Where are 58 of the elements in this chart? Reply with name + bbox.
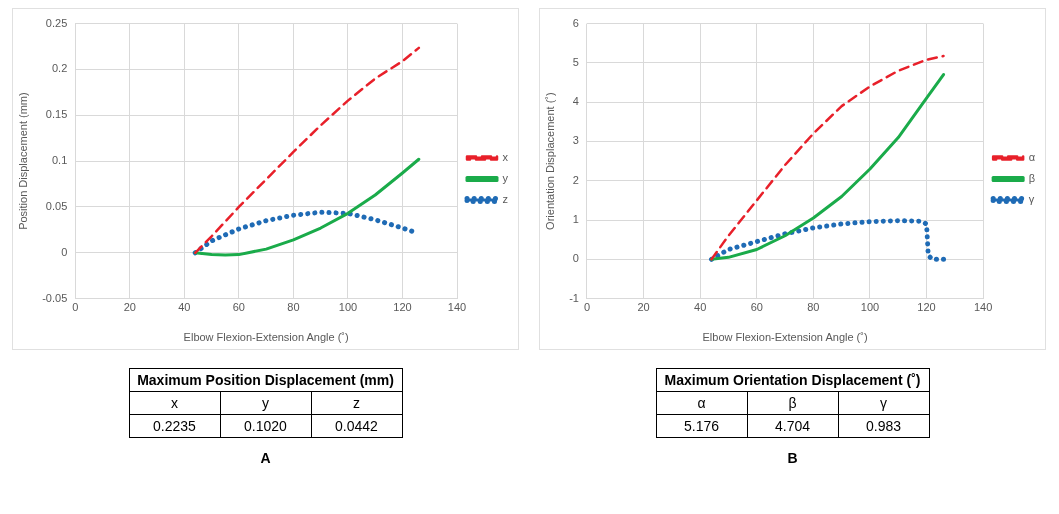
y-tick-label: 1 — [572, 213, 579, 226]
text: y — [220, 391, 311, 415]
text: Maximum Orientation Displacement (˚) — [656, 368, 929, 392]
x-tick-label: 40 — [694, 301, 707, 314]
x-tick-label: 120 — [917, 301, 936, 314]
text: A — [260, 450, 271, 466]
text: β — [747, 391, 838, 415]
y-tick-label: 0.05 — [45, 199, 68, 212]
x-tick-label: 60 — [232, 301, 245, 314]
y-axis-title: Orientation Displacement (˚) — [543, 92, 556, 230]
x-tick-label: 60 — [750, 301, 763, 314]
x-tick-label: 100 — [860, 301, 880, 314]
x-axis-title: Elbow Flexion-Extension Angle (˚) — [702, 331, 868, 344]
text: z — [311, 391, 402, 415]
x-tick-label: 20 — [637, 301, 650, 314]
text: α — [656, 391, 747, 415]
x-tick-label: 20 — [123, 301, 136, 314]
x-tick-label: 100 — [338, 301, 358, 314]
y-tick-label: 0.1 — [51, 154, 68, 167]
x-tick-label: 140 — [447, 301, 467, 314]
text: 0.983 — [838, 414, 929, 438]
y-axis-title: Position Displacement (mm) — [16, 92, 29, 230]
text: 0.1020 — [220, 414, 311, 438]
legend-label: x — [502, 151, 509, 164]
legend-label: γ — [1028, 193, 1035, 206]
x-tick-label: 40 — [178, 301, 191, 314]
y-tick-label: 5 — [572, 55, 579, 68]
y-tick-label: 0.25 — [45, 16, 68, 29]
y-tick-label: 0.2 — [51, 62, 68, 75]
x-tick-label: 0 — [72, 301, 79, 314]
legend-label: z — [502, 193, 508, 206]
x-tick-label: 80 — [287, 301, 300, 314]
text: γ — [838, 391, 929, 415]
x-tick-label: 0 — [583, 301, 591, 314]
text: 0.2235 — [129, 414, 220, 438]
y-tick-label: 0 — [572, 252, 579, 265]
line-series — [193, 46, 421, 255]
x-axis-title: Elbow Flexion-Extension Angle (˚) — [183, 331, 349, 344]
y-tick-label: 0 — [61, 245, 68, 258]
y-tick-label: 2 — [572, 173, 579, 186]
y-tick-label: -1 — [569, 291, 579, 304]
legend-label: β — [1028, 172, 1035, 185]
y-tick-label: 4 — [572, 95, 579, 108]
legend-label: α — [1028, 151, 1036, 164]
x-tick-label: 140 — [973, 301, 993, 314]
text: 5.176 — [656, 414, 747, 438]
y-tick-label: 0.15 — [45, 108, 68, 121]
text: 0.0442 — [311, 414, 402, 438]
x-tick-label: 80 — [807, 301, 820, 314]
y-tick-label: 6 — [572, 16, 579, 29]
text: B — [787, 450, 798, 466]
y-tick-label: -0.05 — [42, 291, 68, 304]
text: x — [129, 391, 220, 415]
y-tick-label: 3 — [572, 134, 579, 147]
text: Maximum Position Displacement (mm) — [129, 368, 402, 392]
x-tick-label: 120 — [393, 301, 412, 314]
text: 4.704 — [747, 414, 838, 438]
legend-label: y — [502, 172, 509, 185]
